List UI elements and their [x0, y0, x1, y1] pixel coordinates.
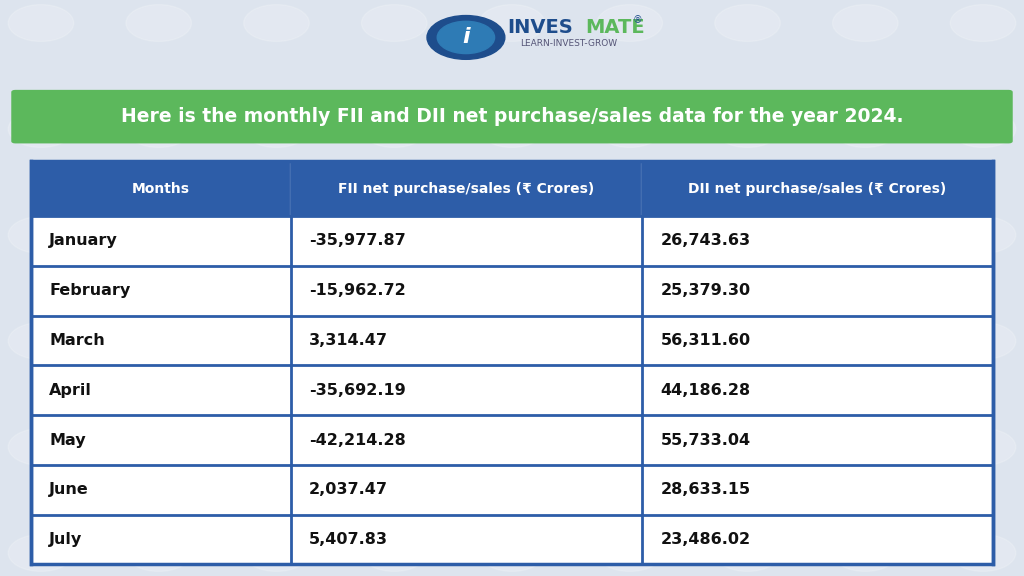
Circle shape — [715, 323, 780, 359]
Circle shape — [361, 217, 427, 253]
Circle shape — [8, 429, 74, 465]
Text: FII net purchase/sales (₹ Crores): FII net purchase/sales (₹ Crores) — [338, 181, 594, 196]
Circle shape — [126, 429, 191, 465]
Bar — [31, 365, 993, 415]
Circle shape — [833, 323, 898, 359]
Circle shape — [126, 111, 191, 147]
Circle shape — [8, 535, 74, 571]
Circle shape — [597, 217, 663, 253]
Circle shape — [126, 323, 191, 359]
Text: DII net purchase/sales (₹ Crores): DII net purchase/sales (₹ Crores) — [688, 181, 947, 196]
Circle shape — [126, 535, 191, 571]
Circle shape — [361, 323, 427, 359]
Text: 3,314.47: 3,314.47 — [309, 333, 388, 348]
Text: 44,186.28: 44,186.28 — [660, 382, 751, 398]
Text: 55,733.04: 55,733.04 — [660, 433, 751, 448]
Circle shape — [361, 111, 427, 147]
Circle shape — [361, 535, 427, 571]
Circle shape — [479, 323, 545, 359]
Text: May: May — [49, 433, 86, 448]
Text: 26,743.63: 26,743.63 — [660, 233, 751, 248]
Text: INVES: INVES — [507, 18, 572, 36]
Circle shape — [8, 111, 74, 147]
Circle shape — [244, 217, 309, 253]
Circle shape — [361, 429, 427, 465]
Bar — [31, 161, 993, 216]
Text: -42,214.28: -42,214.28 — [309, 433, 406, 448]
Circle shape — [597, 5, 663, 41]
Text: July: July — [49, 532, 82, 547]
Circle shape — [244, 5, 309, 41]
Circle shape — [479, 429, 545, 465]
Text: -15,962.72: -15,962.72 — [309, 283, 406, 298]
Circle shape — [244, 111, 309, 147]
Text: i: i — [462, 28, 470, 47]
Circle shape — [950, 111, 1016, 147]
Circle shape — [597, 535, 663, 571]
Circle shape — [833, 535, 898, 571]
Circle shape — [597, 111, 663, 147]
Circle shape — [950, 217, 1016, 253]
Text: April: April — [49, 382, 92, 398]
Circle shape — [597, 429, 663, 465]
Bar — [31, 266, 993, 316]
Bar — [31, 161, 993, 564]
Circle shape — [479, 5, 545, 41]
Circle shape — [715, 217, 780, 253]
Bar — [31, 216, 993, 266]
Bar — [31, 515, 993, 564]
Circle shape — [427, 16, 505, 59]
Text: ®: ® — [633, 15, 643, 25]
Circle shape — [597, 323, 663, 359]
Circle shape — [479, 535, 545, 571]
Bar — [31, 465, 993, 515]
Text: -35,692.19: -35,692.19 — [309, 382, 406, 398]
Circle shape — [950, 429, 1016, 465]
FancyBboxPatch shape — [11, 90, 1013, 143]
Text: MATE: MATE — [586, 18, 645, 36]
Text: 28,633.15: 28,633.15 — [660, 482, 751, 497]
Circle shape — [715, 5, 780, 41]
Circle shape — [244, 535, 309, 571]
Text: March: March — [49, 333, 104, 348]
Text: 5,407.83: 5,407.83 — [309, 532, 388, 547]
Text: 56,311.60: 56,311.60 — [660, 333, 751, 348]
Text: LEARN-INVEST-GROW: LEARN-INVEST-GROW — [520, 39, 616, 48]
Text: 2,037.47: 2,037.47 — [309, 482, 388, 497]
Text: -35,977.87: -35,977.87 — [309, 233, 406, 248]
Circle shape — [361, 5, 427, 41]
Circle shape — [833, 5, 898, 41]
Text: 23,486.02: 23,486.02 — [660, 532, 751, 547]
Circle shape — [950, 535, 1016, 571]
Circle shape — [833, 217, 898, 253]
Circle shape — [950, 323, 1016, 359]
Circle shape — [715, 535, 780, 571]
Circle shape — [479, 111, 545, 147]
Text: February: February — [49, 283, 130, 298]
Text: Here is the monthly FII and DII net purchase/sales data for the year 2024.: Here is the monthly FII and DII net purc… — [121, 107, 903, 126]
Text: January: January — [49, 233, 118, 248]
Circle shape — [8, 323, 74, 359]
Circle shape — [715, 429, 780, 465]
Circle shape — [8, 217, 74, 253]
Circle shape — [244, 429, 309, 465]
Circle shape — [715, 111, 780, 147]
Text: June: June — [49, 482, 89, 497]
Circle shape — [8, 5, 74, 41]
Circle shape — [126, 217, 191, 253]
Circle shape — [244, 323, 309, 359]
Circle shape — [833, 429, 898, 465]
Circle shape — [479, 217, 545, 253]
Text: 25,379.30: 25,379.30 — [660, 283, 751, 298]
Circle shape — [126, 5, 191, 41]
Circle shape — [437, 21, 495, 54]
Bar — [31, 415, 993, 465]
Circle shape — [833, 111, 898, 147]
Circle shape — [950, 5, 1016, 41]
Text: Months: Months — [132, 181, 189, 196]
Bar — [31, 316, 993, 365]
